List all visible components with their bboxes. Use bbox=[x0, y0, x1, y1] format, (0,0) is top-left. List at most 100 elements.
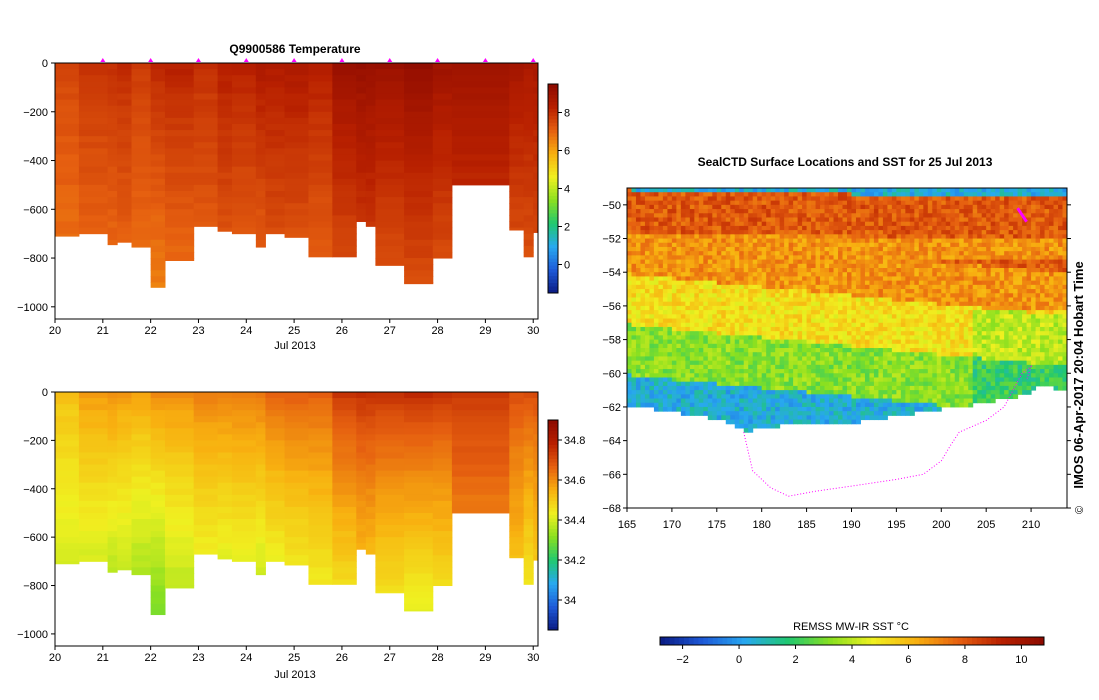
section-cell bbox=[255, 166, 266, 174]
sst-cell bbox=[842, 314, 848, 320]
section-cell bbox=[265, 172, 286, 180]
sst-cell bbox=[667, 390, 673, 395]
sst-cell bbox=[739, 343, 745, 349]
section-cell bbox=[332, 506, 357, 514]
section-cell bbox=[404, 567, 434, 574]
section-cell bbox=[365, 512, 376, 520]
section-cell bbox=[164, 117, 195, 125]
section-cell bbox=[255, 434, 266, 441]
sst-cell bbox=[784, 268, 790, 273]
sst-cell bbox=[658, 272, 664, 277]
sst-cell bbox=[658, 255, 664, 261]
sst-cell bbox=[689, 343, 695, 349]
sst-cell bbox=[793, 415, 799, 421]
section-cell bbox=[375, 245, 405, 253]
sst-cell bbox=[838, 415, 844, 421]
sst-cell bbox=[806, 369, 812, 374]
section-cell bbox=[332, 458, 357, 466]
sst-cell bbox=[662, 352, 668, 357]
sst-cell bbox=[725, 192, 731, 197]
section-cell bbox=[107, 130, 118, 137]
sst-cell bbox=[806, 326, 812, 332]
sst-cell bbox=[662, 192, 668, 197]
profile-marker bbox=[530, 58, 536, 62]
sst-cell bbox=[873, 246, 879, 252]
sst-cell bbox=[752, 246, 758, 252]
sst-cell bbox=[725, 297, 731, 303]
sst-cell bbox=[716, 234, 722, 240]
sst-cell bbox=[743, 289, 749, 294]
sst-cell bbox=[860, 305, 866, 311]
sst-cell bbox=[766, 242, 772, 248]
colorbar-segment bbox=[548, 104, 558, 109]
section-cell bbox=[308, 142, 333, 149]
section-cell bbox=[217, 482, 233, 490]
sst-cell bbox=[779, 238, 785, 244]
section-cell bbox=[78, 117, 109, 125]
sst-cell bbox=[770, 415, 776, 421]
sst-cell bbox=[680, 348, 686, 353]
sst-cell bbox=[698, 200, 704, 206]
sst-cell bbox=[851, 419, 857, 425]
section-cell bbox=[509, 525, 525, 532]
sst-cell bbox=[631, 398, 637, 404]
section-cell bbox=[533, 69, 539, 76]
sst-cell bbox=[721, 348, 727, 353]
sst-cell bbox=[757, 322, 763, 328]
sst-cell bbox=[802, 411, 808, 416]
sst-cell bbox=[716, 242, 722, 248]
sst-cell bbox=[775, 423, 781, 429]
sst-cell bbox=[662, 196, 668, 202]
sst-cell bbox=[788, 238, 794, 244]
sst-cell bbox=[806, 364, 812, 370]
sst-cell bbox=[734, 289, 740, 294]
sst-cell bbox=[716, 335, 722, 341]
sst-cell bbox=[873, 406, 879, 412]
sst-cell bbox=[766, 364, 772, 370]
sst-cell bbox=[739, 242, 745, 248]
sst-cell bbox=[770, 314, 776, 320]
section-cell bbox=[308, 410, 333, 417]
sst-cell bbox=[864, 293, 870, 298]
sst-cell bbox=[793, 314, 799, 320]
sst-cell bbox=[627, 314, 632, 320]
sst-cell bbox=[640, 225, 646, 231]
section-cell bbox=[509, 531, 525, 538]
sst-cell bbox=[793, 390, 799, 395]
section-cell bbox=[231, 555, 257, 562]
sst-cell bbox=[743, 377, 749, 383]
section-cell bbox=[365, 446, 376, 453]
sst-cell bbox=[882, 255, 888, 261]
section-cell bbox=[284, 105, 309, 113]
section-cell bbox=[193, 117, 219, 125]
section-cell bbox=[231, 215, 257, 222]
section-cell bbox=[356, 464, 367, 472]
sst-cell bbox=[766, 314, 772, 320]
sst-cell bbox=[860, 301, 866, 307]
section-cell bbox=[533, 404, 539, 411]
sst-cell bbox=[891, 200, 897, 206]
sst-cell bbox=[860, 385, 866, 391]
section-cell bbox=[523, 197, 534, 204]
section-cell bbox=[432, 215, 453, 222]
sst-cell bbox=[752, 402, 758, 408]
sst-cell bbox=[784, 402, 790, 408]
sst-cell bbox=[761, 331, 767, 336]
sst-cell bbox=[775, 289, 781, 294]
sst-cell bbox=[640, 339, 646, 345]
sst-cell bbox=[815, 276, 821, 282]
sst-cell bbox=[842, 415, 848, 421]
sst-cell bbox=[739, 301, 745, 307]
section-cell bbox=[255, 81, 266, 88]
section-cell bbox=[375, 506, 405, 514]
section-cell bbox=[509, 506, 525, 514]
sst-cell bbox=[860, 255, 866, 261]
section-cell bbox=[55, 555, 80, 562]
sst-cell bbox=[797, 200, 803, 206]
section-cell bbox=[78, 476, 109, 484]
sst-cell bbox=[757, 394, 763, 400]
section-cell bbox=[131, 519, 152, 526]
sst-cell bbox=[743, 280, 749, 286]
sst-cell bbox=[847, 415, 852, 421]
sst-cell bbox=[725, 390, 731, 395]
